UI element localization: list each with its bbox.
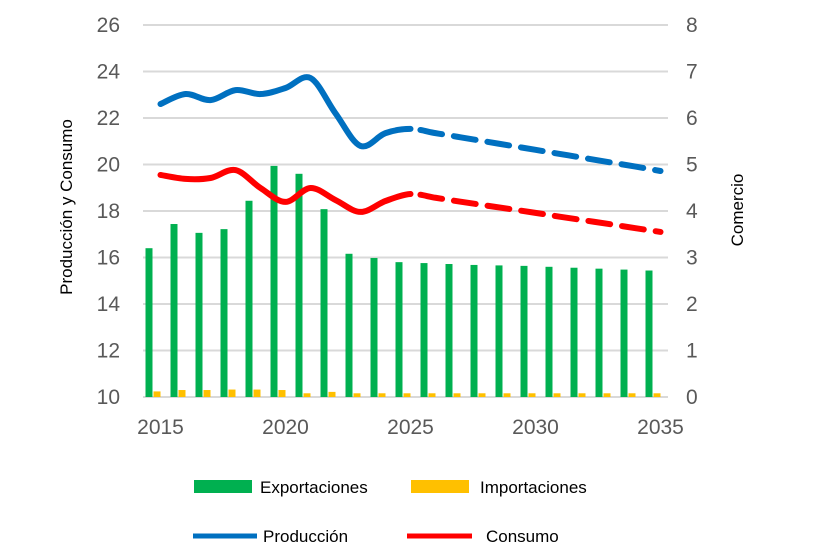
bar-exportaciones-2017 xyxy=(195,232,203,397)
legend-label-importaciones: Importaciones xyxy=(480,478,587,497)
y-right-axis-title: Comercio xyxy=(728,174,747,247)
y-right-tick-label: 0 xyxy=(686,386,698,409)
bars xyxy=(145,165,661,397)
x-tick-label: 2015 xyxy=(137,416,184,439)
bar-exportaciones-2027 xyxy=(445,264,453,397)
gridlines xyxy=(143,24,668,398)
bar-importaciones-2020 xyxy=(278,390,286,397)
bar-exportaciones-2021 xyxy=(295,173,303,397)
y-left-tick-label: 22 xyxy=(97,107,120,130)
bar-importaciones-2028 xyxy=(478,393,486,397)
lines xyxy=(157,74,664,235)
bar-exportaciones-2023 xyxy=(345,253,353,397)
bar-exportaciones-2020 xyxy=(270,165,278,397)
bar-exportaciones-2022 xyxy=(320,209,328,397)
bar-importaciones-2025 xyxy=(403,393,411,397)
legend-swatch-importaciones xyxy=(411,480,469,493)
line-consumo-historical xyxy=(157,166,414,215)
line-produccion-projection xyxy=(407,125,664,175)
bar-exportaciones-2029 xyxy=(495,265,503,397)
bar-importaciones-2027 xyxy=(453,393,461,397)
bar-exportaciones-2034 xyxy=(620,269,628,397)
bar-exportaciones-2015 xyxy=(145,248,153,397)
bar-importaciones-2023 xyxy=(353,393,361,397)
bar-importaciones-2021 xyxy=(303,393,311,397)
y-right-tick-label: 6 xyxy=(686,107,698,130)
bar-exportaciones-2032 xyxy=(570,267,578,397)
y-right-tick-label: 5 xyxy=(686,154,698,177)
legend-label-produccion: Producción xyxy=(263,527,348,546)
bar-exportaciones-2028 xyxy=(470,264,478,397)
x-tick-label: 2025 xyxy=(387,416,434,439)
y-left-tick-label: 18 xyxy=(97,200,120,223)
bar-exportaciones-2019 xyxy=(245,200,253,397)
y-right-tick-label: 7 xyxy=(686,61,698,84)
legend: Exportaciones Importaciones Producción C… xyxy=(193,478,587,546)
bar-exportaciones-2025 xyxy=(395,262,403,397)
bar-importaciones-2018 xyxy=(228,389,236,397)
y-left-tick-label: 20 xyxy=(97,154,120,177)
y-right-tick-label: 2 xyxy=(686,293,698,316)
y-left-tick-label: 16 xyxy=(97,247,120,270)
bar-exportaciones-2016 xyxy=(170,224,178,397)
bar-importaciones-2024 xyxy=(378,393,386,397)
y-right-tick-label: 4 xyxy=(686,200,698,223)
bar-importaciones-2022 xyxy=(328,391,336,397)
legend-label-exportaciones: Exportaciones xyxy=(260,478,368,497)
y-right-tick-label: 3 xyxy=(686,247,698,270)
bar-importaciones-2016 xyxy=(178,390,186,397)
y-left-axis-title: Producción y Consumo xyxy=(57,119,76,295)
bar-importaciones-2017 xyxy=(203,390,211,397)
y-left-tick-label: 14 xyxy=(97,293,121,316)
x-tick-label: 2030 xyxy=(512,416,559,439)
bar-importaciones-2030 xyxy=(528,393,536,397)
bar-importaciones-2032 xyxy=(578,393,586,397)
y-right-tick-label: 1 xyxy=(686,340,698,363)
y-left-tick-label: 24 xyxy=(97,61,121,84)
bar-importaciones-2035 xyxy=(653,393,661,397)
bar-exportaciones-2026 xyxy=(420,263,428,397)
y-left-tick-label: 10 xyxy=(97,386,120,409)
legend-swatch-exportaciones xyxy=(194,480,252,493)
bar-exportaciones-2030 xyxy=(520,265,528,397)
bar-exportaciones-2035 xyxy=(645,270,653,397)
y-left-tick-label: 12 xyxy=(97,340,120,363)
x-tick-label: 2035 xyxy=(637,416,684,439)
bar-importaciones-2033 xyxy=(603,393,611,397)
bar-exportaciones-2031 xyxy=(545,266,553,397)
legend-label-consumo: Consumo xyxy=(486,527,559,546)
bar-exportaciones-2024 xyxy=(370,257,378,397)
bar-importaciones-2019 xyxy=(253,389,261,397)
bar-importaciones-2026 xyxy=(428,393,436,397)
bar-importaciones-2031 xyxy=(553,393,561,397)
bar-importaciones-2034 xyxy=(628,393,636,397)
y-left-tick-label: 26 xyxy=(97,14,120,37)
bar-exportaciones-2018 xyxy=(220,229,228,397)
line-produccion-historical xyxy=(157,74,414,150)
y-right-tick-label: 8 xyxy=(686,14,698,37)
x-tick-label: 2020 xyxy=(262,416,309,439)
line-consumo-projection xyxy=(407,190,664,235)
bar-importaciones-2015 xyxy=(153,391,161,397)
bar-exportaciones-2033 xyxy=(595,268,603,397)
bar-importaciones-2029 xyxy=(503,393,511,397)
